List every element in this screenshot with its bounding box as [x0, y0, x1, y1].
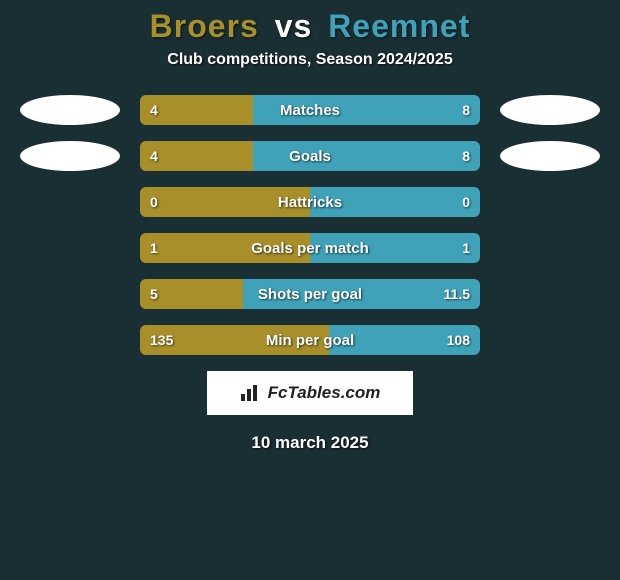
stat-rows: 48Matches48Goals00Hattricks11Goals per m… [0, 95, 620, 355]
stat-row: 48Matches [0, 95, 620, 125]
spacer [500, 187, 600, 217]
bar-segment-left [140, 187, 310, 217]
stat-bar: 135108Min per goal [140, 325, 480, 355]
spacer [20, 233, 120, 263]
stat-value-right: 0 [462, 187, 470, 217]
stat-value-left: 0 [150, 187, 158, 217]
team-badge-right [500, 141, 600, 171]
stat-value-right: 108 [447, 325, 470, 355]
stat-bar: 48Matches [140, 95, 480, 125]
bars-icon [240, 384, 262, 402]
bar-segment-right [253, 95, 480, 125]
title-player2: Reemnet [328, 8, 470, 44]
brand-text: FcTables.com [268, 383, 381, 403]
spacer [500, 233, 600, 263]
brand-badge: FcTables.com [207, 371, 413, 415]
stat-value-left: 1 [150, 233, 158, 263]
stat-value-right: 8 [462, 141, 470, 171]
bar-segment-left [140, 233, 310, 263]
stat-bar: 00Hattricks [140, 187, 480, 217]
stat-value-right: 1 [462, 233, 470, 263]
team-badge-left [20, 141, 120, 171]
spacer [20, 279, 120, 309]
spacer [500, 325, 600, 355]
stat-row: 00Hattricks [0, 187, 620, 217]
team-badge-right [500, 95, 600, 125]
stat-value-left: 5 [150, 279, 158, 309]
stat-bar: 511.5Shots per goal [140, 279, 480, 309]
bar-segment-right [310, 233, 480, 263]
title-vs: vs [275, 8, 313, 44]
stat-value-right: 11.5 [444, 279, 470, 309]
subtitle: Club competitions, Season 2024/2025 [0, 51, 620, 69]
stat-row: 11Goals per match [0, 233, 620, 263]
title-player1: Broers [150, 8, 259, 44]
stat-row: 48Goals [0, 141, 620, 171]
page-title: Broers vs Reemnet [0, 8, 620, 45]
stat-bar: 48Goals [140, 141, 480, 171]
bar-segment-right [253, 141, 480, 171]
stat-value-left: 4 [150, 95, 158, 125]
stat-bar: 11Goals per match [140, 233, 480, 263]
spacer [20, 325, 120, 355]
stat-value-left: 135 [150, 325, 173, 355]
spacer [500, 279, 600, 309]
stat-row: 511.5Shots per goal [0, 279, 620, 309]
spacer [20, 187, 120, 217]
bar-segment-right [310, 187, 480, 217]
comparison-infographic: Broers vs Reemnet Club competitions, Sea… [0, 0, 620, 580]
stat-row: 135108Min per goal [0, 325, 620, 355]
stat-value-right: 8 [462, 95, 470, 125]
date-label: 10 march 2025 [0, 433, 620, 453]
stat-value-left: 4 [150, 141, 158, 171]
team-badge-left [20, 95, 120, 125]
